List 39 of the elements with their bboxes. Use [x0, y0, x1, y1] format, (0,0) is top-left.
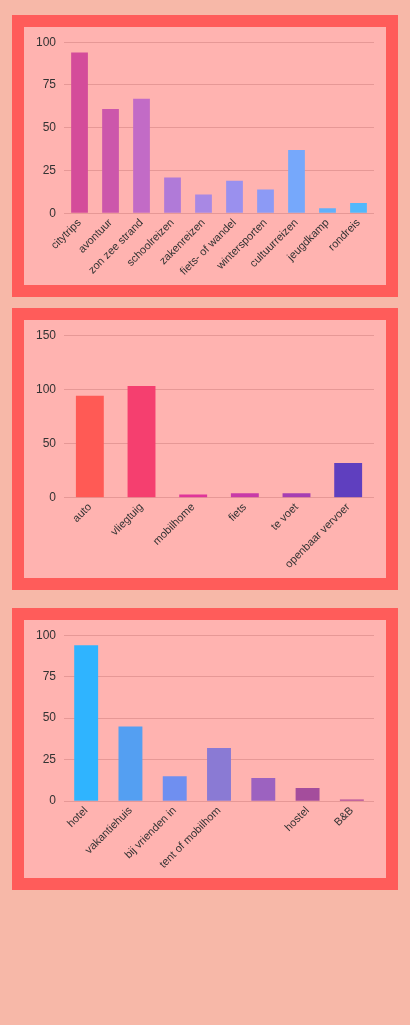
y-tick-label: 25: [42, 162, 57, 177]
bar: [207, 748, 231, 801]
bar: [133, 98, 150, 213]
bar: [295, 787, 320, 801]
bar: [74, 645, 99, 801]
bar: [75, 395, 104, 498]
bar: [282, 493, 311, 498]
y-tick-label: 25: [42, 751, 57, 766]
x-tick-label: auto: [69, 500, 94, 525]
bar: [195, 194, 212, 213]
bar: [350, 203, 367, 213]
y-tick-label: 50: [42, 435, 57, 450]
bar: [230, 493, 259, 498]
bar: [118, 726, 143, 801]
y-tick-label: 75: [42, 669, 57, 683]
bar: [179, 494, 208, 498]
x-tick-label: fiets: [225, 500, 249, 524]
y-tick-label: 75: [42, 77, 57, 92]
bar: [319, 208, 336, 213]
bar: [102, 108, 119, 213]
bar: [226, 180, 243, 213]
y-tick-label: 0: [49, 793, 57, 808]
y-tick-label: 100: [35, 381, 57, 396]
bar: [162, 776, 187, 801]
y-tick-label: 100: [35, 34, 57, 49]
y-tick-label: 0: [49, 205, 57, 220]
y-tick-label: 100: [35, 627, 57, 642]
bar: [127, 386, 156, 498]
bar: [71, 52, 88, 213]
bar: [288, 150, 305, 213]
y-tick-label: 0: [49, 490, 57, 505]
bar: [164, 177, 181, 213]
bar: [257, 189, 274, 213]
x-tick-label: te voet: [268, 500, 301, 533]
bar: [334, 463, 363, 498]
y-tick-label: 50: [42, 120, 57, 135]
y-tick-label: 50: [42, 710, 57, 725]
bar: [251, 777, 276, 801]
y-tick-label: 150: [35, 327, 57, 342]
